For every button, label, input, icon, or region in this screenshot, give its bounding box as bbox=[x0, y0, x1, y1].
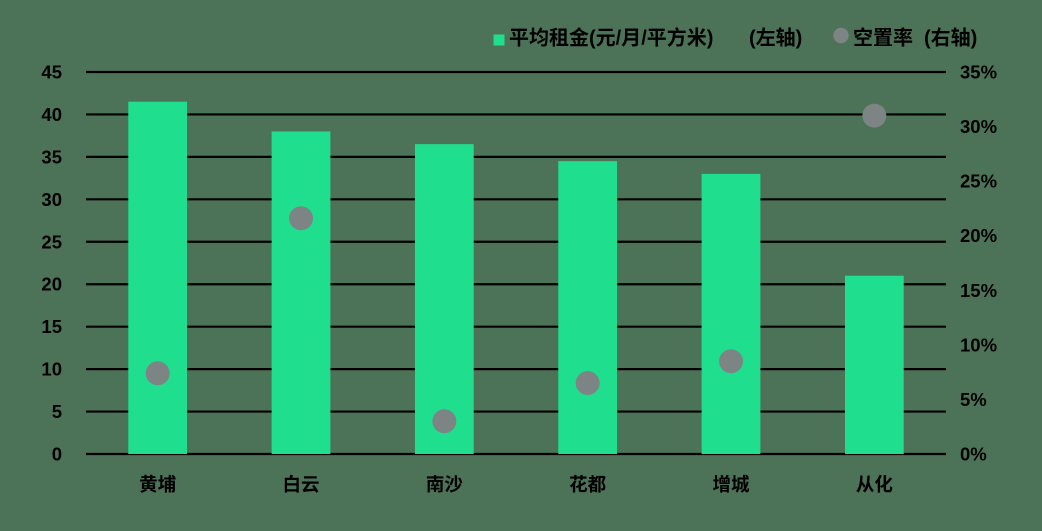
svg-text:25: 25 bbox=[41, 231, 62, 252]
svg-text:南沙: 南沙 bbox=[426, 474, 463, 495]
svg-text:15%: 15% bbox=[960, 280, 997, 301]
svg-text:30: 30 bbox=[41, 189, 62, 210]
svg-text:黄埔: 黄埔 bbox=[139, 474, 176, 495]
svg-text:5%: 5% bbox=[960, 389, 987, 410]
svg-text:5: 5 bbox=[52, 401, 62, 422]
svg-text:(左轴): (左轴) bbox=[749, 27, 802, 50]
svg-text:35%: 35% bbox=[960, 62, 997, 83]
svg-text:10%: 10% bbox=[960, 334, 997, 355]
svg-text:15: 15 bbox=[41, 316, 62, 337]
svg-text:20: 20 bbox=[41, 274, 62, 295]
svg-text:增城: 增城 bbox=[712, 474, 750, 495]
svg-text:30%: 30% bbox=[960, 116, 997, 137]
svg-text:空置率: 空置率 bbox=[853, 27, 913, 50]
svg-text:花都: 花都 bbox=[569, 474, 607, 495]
svg-text:从化: 从化 bbox=[856, 474, 893, 495]
svg-text:35: 35 bbox=[41, 146, 62, 167]
svg-text:40: 40 bbox=[41, 104, 62, 125]
svg-text:20%: 20% bbox=[960, 225, 997, 246]
svg-text:(右轴): (右轴) bbox=[924, 27, 977, 50]
svg-text:白云: 白云 bbox=[282, 474, 319, 495]
svg-text:0%: 0% bbox=[960, 444, 987, 465]
svg-text:10: 10 bbox=[41, 359, 62, 380]
svg-text:0: 0 bbox=[52, 444, 62, 465]
svg-text:平均租金(元/月/平方米): 平均租金(元/月/平方米) bbox=[509, 26, 713, 50]
svg-text:25%: 25% bbox=[960, 171, 997, 192]
svg-text:45: 45 bbox=[41, 62, 62, 83]
